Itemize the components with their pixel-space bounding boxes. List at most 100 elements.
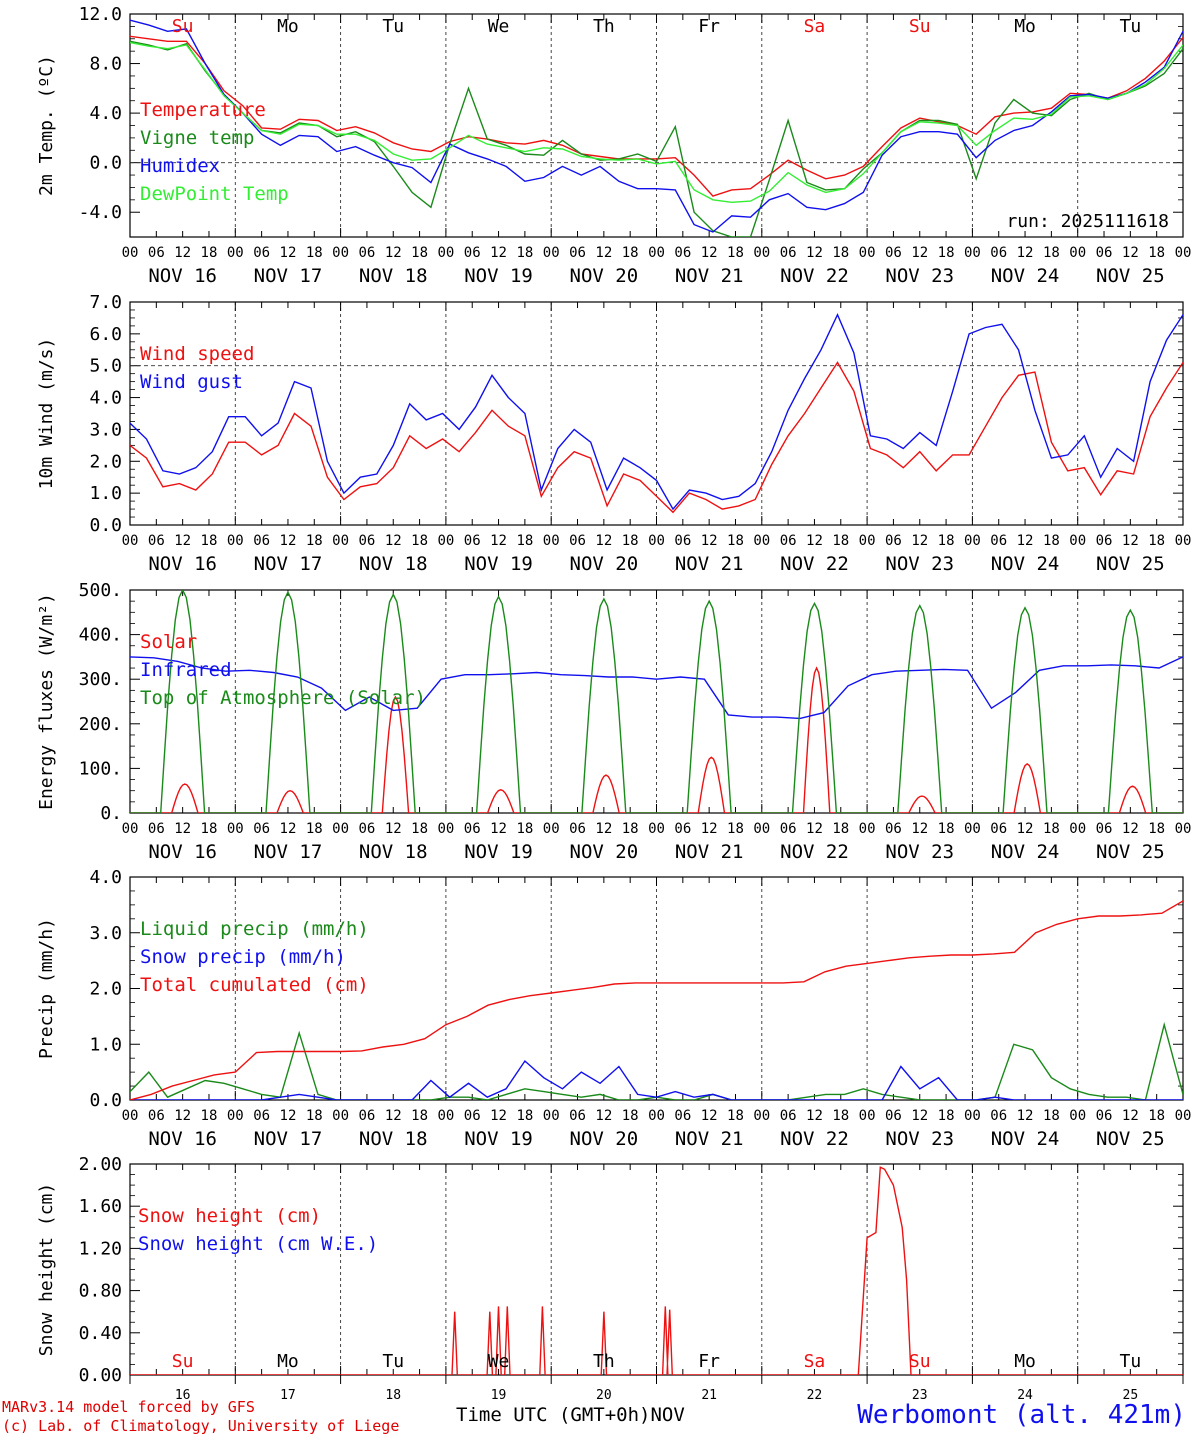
date-label: NOV 21	[675, 841, 744, 863]
day-number-label: 18	[385, 1388, 401, 1403]
hour-tick-label: 12	[174, 821, 191, 837]
y-tick-label: 1.0	[89, 1034, 122, 1055]
date-label: NOV 23	[885, 841, 954, 863]
hour-tick-label: 06	[674, 533, 691, 549]
hour-tick-label: 06	[569, 821, 586, 837]
hour-tick-label: 00	[1069, 1108, 1086, 1124]
series-line-solar	[130, 666, 1183, 813]
day-number-label: 16	[175, 1388, 191, 1403]
date-label: NOV 24	[991, 841, 1060, 863]
hour-tick-label: 12	[385, 245, 402, 261]
hour-tick-label: 00	[1069, 245, 1086, 261]
legend-entry: DewPoint Temp	[140, 183, 289, 205]
panel-3	[129, 589, 1184, 814]
panel-4	[129, 876, 1184, 1101]
date-label: NOV 16	[148, 265, 217, 287]
hour-tick-label: 12	[806, 821, 823, 837]
hour-tick-label: 18	[1148, 821, 1165, 837]
series-line-wind-gust	[130, 312, 1183, 511]
series-line-vigne-temp	[130, 40, 1183, 237]
hour-tick-label: 06	[358, 533, 375, 549]
hour-tick-label: 12	[1017, 1108, 1034, 1124]
hour-tick-label: 18	[832, 821, 849, 837]
date-label: NOV 18	[359, 553, 428, 575]
series-line-wind-speed	[130, 361, 1183, 514]
legend-entry: Top of Atmosphere (Solar)	[140, 687, 426, 709]
date-label: NOV 21	[675, 265, 744, 287]
hour-tick-label: 06	[569, 533, 586, 549]
weekday-label: Mo	[277, 1351, 299, 1372]
hour-tick-label: 00	[859, 1108, 876, 1124]
hour-tick-label: 06	[780, 533, 797, 549]
date-label: NOV 19	[464, 1128, 533, 1150]
hour-tick-label: 00	[227, 1108, 244, 1124]
date-label: NOV 22	[780, 265, 849, 287]
y-tick-label: 0.80	[79, 1281, 122, 1302]
hour-tick-label: 06	[990, 533, 1007, 549]
hour-tick-label: 18	[306, 245, 323, 261]
hour-tick-label: 12	[385, 533, 402, 549]
hour-tick-label: 18	[1148, 533, 1165, 549]
y-tick-label: 4.0	[89, 388, 122, 409]
panel-1	[129, 13, 1184, 238]
hour-tick-label: 06	[885, 533, 902, 549]
day-number-label: 17	[280, 1388, 296, 1403]
hour-tick-label: 06	[464, 1108, 481, 1124]
day-number-label: 25	[1123, 1388, 1139, 1403]
panel-frame	[129, 301, 1184, 526]
hour-tick-label: 00	[437, 533, 454, 549]
hour-tick-label: 12	[1017, 533, 1034, 549]
legend-entry: Snow height (cm)	[138, 1205, 321, 1227]
hour-tick-label: 18	[1043, 1108, 1060, 1124]
weekday-label: Su	[909, 16, 931, 37]
date-label: NOV 22	[780, 553, 849, 575]
hour-tick-label: 00	[437, 245, 454, 261]
y-tick-label: 0.0	[89, 1090, 122, 1111]
legend-entry: Wind gust	[140, 371, 243, 393]
hour-tick-label: 12	[490, 533, 507, 549]
date-label: NOV 24	[991, 1128, 1060, 1150]
hour-tick-label: 18	[832, 1108, 849, 1124]
hour-tick-label: 18	[622, 1108, 639, 1124]
hour-tick-label: 06	[569, 245, 586, 261]
hour-tick-label: 12	[701, 533, 718, 549]
y-tick-label: 100.	[79, 758, 122, 779]
hour-tick-label: 12	[911, 245, 928, 261]
date-label: NOV 25	[1096, 265, 1165, 287]
series-line-snow-precip-mm-h-	[130, 1059, 1183, 1100]
hour-tick-label: 12	[280, 1108, 297, 1124]
y-axis-label: Snow height (cm)	[36, 1183, 57, 1356]
date-label: NOV 20	[570, 1128, 639, 1150]
panel-5	[129, 1163, 1184, 1384]
hour-tick-label: 12	[385, 821, 402, 837]
hour-tick-label: 18	[516, 821, 533, 837]
weekday-label: Fr	[698, 1351, 720, 1372]
hour-tick-label: 06	[253, 245, 270, 261]
hour-tick-label: 06	[253, 821, 270, 837]
hour-tick-label: 00	[122, 533, 139, 549]
date-label: NOV 16	[148, 1128, 217, 1150]
hour-tick-label: 18	[1148, 1108, 1165, 1124]
hour-tick-label: 12	[911, 821, 928, 837]
hour-tick-label: 00	[543, 1108, 560, 1124]
hour-tick-label: 18	[938, 1108, 955, 1124]
hour-tick-label: 00	[1069, 533, 1086, 549]
series-line-total-cumulated-cm-	[130, 900, 1183, 1100]
y-tick-label: -4.0	[79, 202, 122, 223]
month-label: NOV	[650, 1404, 685, 1426]
y-tick-label: 0.00	[79, 1365, 122, 1386]
hour-tick-label: 00	[332, 245, 349, 261]
date-label: NOV 19	[464, 553, 533, 575]
hour-tick-label: 00	[332, 1108, 349, 1124]
hour-tick-label: 06	[569, 1108, 586, 1124]
hour-tick-label: 00	[859, 245, 876, 261]
date-label: NOV 17	[254, 265, 323, 287]
hour-tick-label: 00	[859, 821, 876, 837]
date-label: NOV 23	[885, 553, 954, 575]
hour-tick-label: 06	[1096, 533, 1113, 549]
date-label: NOV 23	[885, 1128, 954, 1150]
series-line-top-of-atmosphere-solar-	[130, 590, 1183, 813]
day-number-label: 21	[701, 1388, 717, 1403]
hour-tick-label: 06	[674, 1108, 691, 1124]
hour-tick-label: 00	[964, 821, 981, 837]
